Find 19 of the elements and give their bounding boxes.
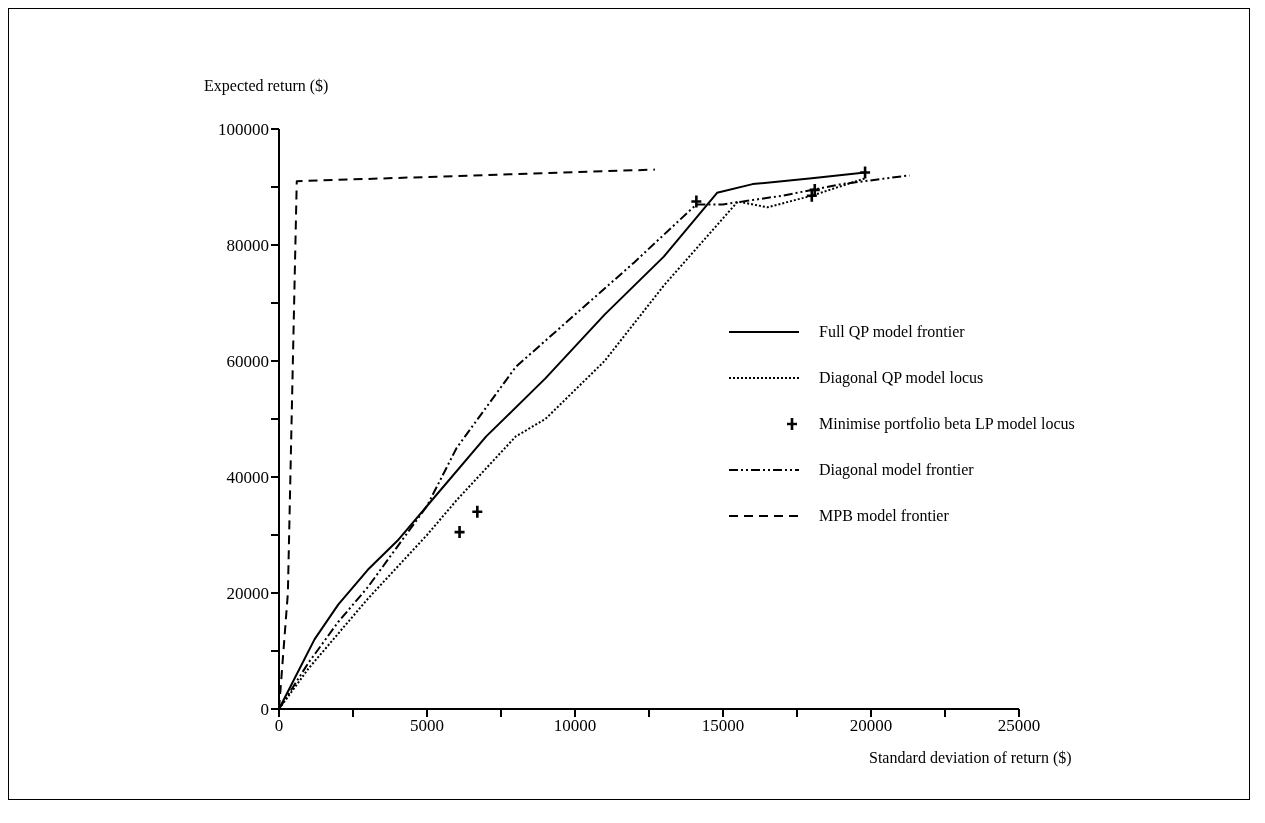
y-tick-label: 40000 bbox=[226, 468, 269, 488]
y-tick-label: 20000 bbox=[226, 584, 269, 604]
legend-label: Minimise portfolio beta LP model locus bbox=[819, 415, 1075, 433]
y-tick-label: 60000 bbox=[226, 352, 269, 372]
x-axis-title: Standard deviation of return ($) bbox=[869, 749, 1072, 767]
y-axis-title: Expected return ($) bbox=[204, 77, 329, 95]
x-tick-label: 20000 bbox=[849, 716, 893, 736]
x-tick-label: 0 bbox=[274, 716, 284, 736]
y-tick-label: 100000 bbox=[218, 120, 269, 140]
x-tick-label: 5000 bbox=[410, 716, 444, 736]
y-tick-label: 0 bbox=[260, 700, 269, 720]
legend-label: Diagonal model frontier bbox=[819, 461, 974, 479]
legend-label: MPB model frontier bbox=[819, 507, 949, 525]
legend-label: Full QP model frontier bbox=[819, 323, 965, 341]
x-tick-label: 15000 bbox=[701, 716, 745, 736]
y-tick-label: 80000 bbox=[226, 236, 269, 256]
x-tick-label: 25000 bbox=[997, 716, 1041, 736]
legend-label: Diagonal QP model locus bbox=[819, 369, 984, 387]
x-tick-label: 10000 bbox=[553, 716, 597, 736]
